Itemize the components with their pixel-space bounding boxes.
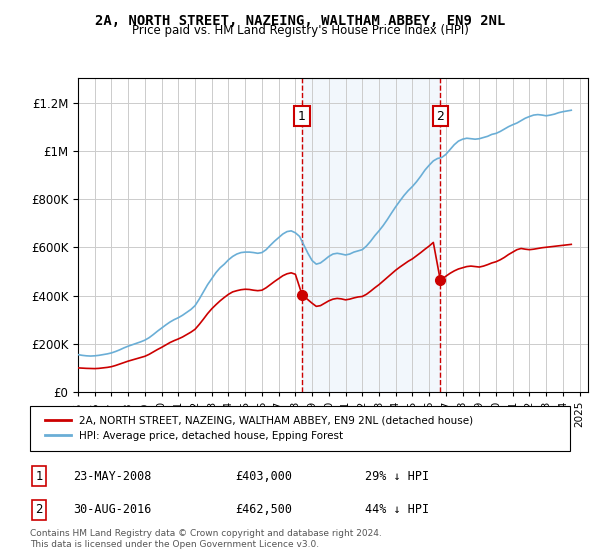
Legend: 2A, NORTH STREET, NAZEING, WALTHAM ABBEY, EN9 2NL (detached house), HPI: Average: 2A, NORTH STREET, NAZEING, WALTHAM ABBEY… bbox=[41, 412, 478, 445]
Text: 2A, NORTH STREET, NAZEING, WALTHAM ABBEY, EN9 2NL: 2A, NORTH STREET, NAZEING, WALTHAM ABBEY… bbox=[95, 14, 505, 28]
Text: £462,500: £462,500 bbox=[235, 503, 292, 516]
Text: £403,000: £403,000 bbox=[235, 470, 292, 483]
Text: Contains HM Land Registry data © Crown copyright and database right 2024.
This d: Contains HM Land Registry data © Crown c… bbox=[30, 529, 382, 549]
Text: 23-MAY-2008: 23-MAY-2008 bbox=[73, 470, 152, 483]
Text: 1: 1 bbox=[298, 110, 306, 123]
Bar bbox=[302, 78, 440, 392]
Text: 2: 2 bbox=[35, 503, 43, 516]
Text: Price paid vs. HM Land Registry's House Price Index (HPI): Price paid vs. HM Land Registry's House … bbox=[131, 24, 469, 37]
FancyBboxPatch shape bbox=[30, 406, 570, 451]
Text: 44% ↓ HPI: 44% ↓ HPI bbox=[365, 503, 429, 516]
Text: 30-AUG-2016: 30-AUG-2016 bbox=[73, 503, 152, 516]
Text: 1: 1 bbox=[35, 470, 43, 483]
Text: 2: 2 bbox=[436, 110, 444, 123]
Text: 29% ↓ HPI: 29% ↓ HPI bbox=[365, 470, 429, 483]
